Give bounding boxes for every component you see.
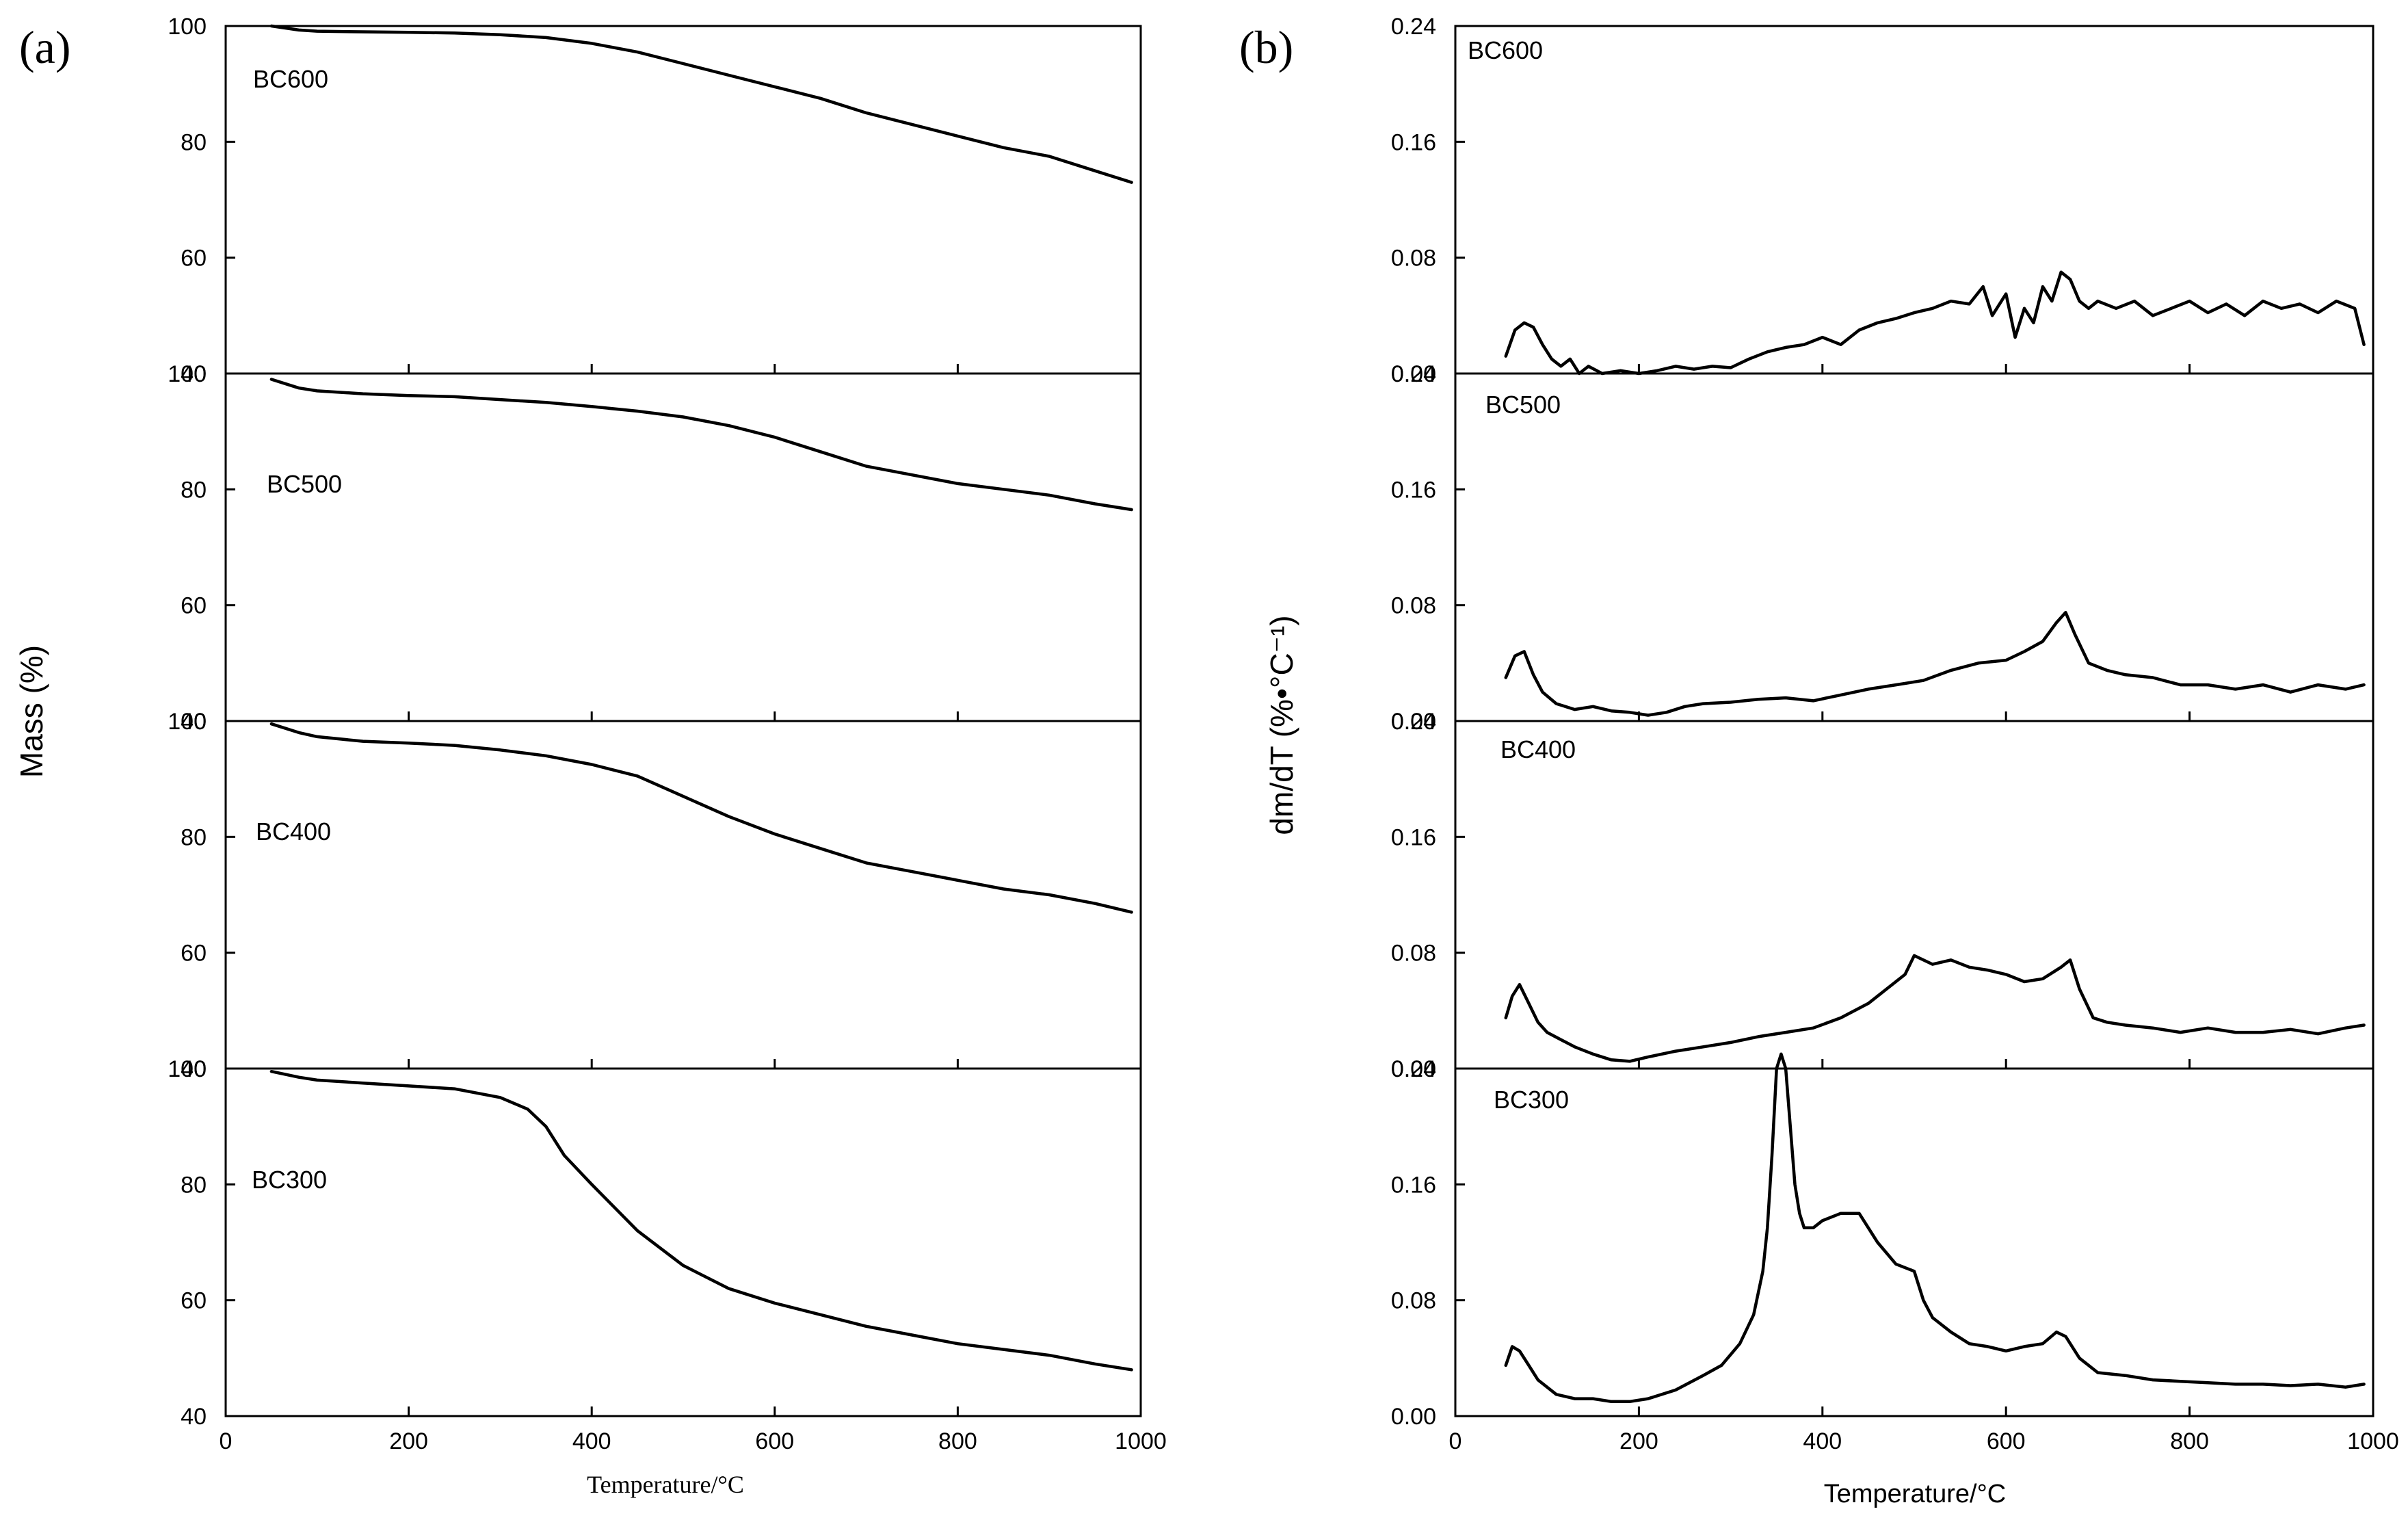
panel-b-label: (b) [1239,21,1293,73]
panel-b-xtick-label: 1000 [2347,1428,2399,1454]
panel-a-ytick-label: 100 [168,1056,207,1082]
panel-a-series-bc400 [269,722,1133,914]
panel-b-xtick-label: 400 [1803,1428,1842,1454]
panel-b-xtick-label: 200 [1619,1428,1658,1454]
panel-a-ytick-label: 60 [181,1288,207,1314]
panel-b-ytick-label: 0.24 [1391,1056,1436,1082]
panel-a-ytick-label: 60 [181,593,207,619]
panel-b-frame-bc500 [1454,372,2374,722]
panel-a-series-bc300 [269,1069,1133,1372]
panel-b-ytick-label: 0.16 [1391,129,1436,155]
panel-a-ytick-label: 100 [168,14,207,40]
panel-b-xtick-label: 800 [2170,1428,2209,1454]
panel-b-xtick-label: 0 [1449,1428,1462,1454]
panel-b-ytick-label: 0.08 [1391,593,1436,619]
panel-b-xtick-label: 600 [1987,1428,2026,1454]
panel-a-label: (a) [19,21,70,73]
panel-b-series-bc400 [1504,954,2366,1063]
panel-b-frame-bc400 [1454,720,2374,1070]
panel-b-sample-label-bc300: BC300 [1494,1086,1569,1114]
panel-a-frame-bc600 [224,25,1142,375]
panel-a-ytick-label: 100 [168,361,207,387]
panel-a-ytick-label: 80 [181,824,207,850]
panel-b-series-bc300 [1504,1052,2366,1404]
panel-a-ytick-label: 80 [181,477,207,503]
panel-a-ytick-label: 80 [181,1172,207,1198]
panel-b-ytick-label: 0.08 [1391,941,1436,967]
panel-b-subplot-bc600: 0.00 0.08 0.16 0.24 BC600 [1391,14,2374,387]
panel-b-ytick-label: 0.16 [1391,477,1436,503]
panel-a-xlabel: Temperature/°C [587,1471,744,1498]
panel-b-plot: 0.000.080.160.24BC6000.080.160.240.00BC5… [1391,14,2399,1454]
panel-b-ytick-label: 0.24 [1391,14,1436,40]
panel-b-frame-bc600 [1454,25,2374,375]
panel-b-ytick-label: 0.00 [1391,361,1436,387]
panel-b-sample-label-bc500: BC500 [1485,391,1561,419]
panel-b-ytick-label: 0.08 [1391,1288,1436,1314]
panel-a-ytick-label: 60 [181,246,207,272]
panel-a-xtick-label: 600 [755,1428,794,1454]
panel-a-sample-label-bc400: BC400 [256,817,331,846]
panel-b-ytick-label: 0.00 [1391,1404,1436,1430]
panel-a-ytick-label: 40 [181,361,207,387]
panel-b-sample-label-bc600: BC600 [1468,36,1543,64]
panel-a-frame-bc500 [224,372,1142,722]
panel-a-xtick-label: 200 [389,1428,428,1454]
panel-b-ytick-label: 0.08 [1391,246,1436,272]
panel-a-series-bc500 [269,378,1133,512]
panel-a-ytick-label: 40 [181,1056,207,1082]
panel-a-ytick-label: 40 [181,1404,207,1430]
panel-a-ytick-label: 80 [181,129,207,155]
panel-a-sample-label-bc500: BC500 [267,470,342,498]
panel-b-series-bc500 [1504,611,2366,717]
panel-b-series-bc600 [1504,270,2366,376]
panel-a-ylabel: Mass (%) [14,645,49,778]
panel-a-ytick-label: 40 [181,709,207,735]
panel-a-subplot-bc600: 40 60 80 100 BC600 [168,14,1142,387]
panel-b-ytick-label: 0.16 [1391,824,1436,850]
panel-b-ytick-label: 0.16 [1391,1172,1436,1198]
panel-a-series-bc600 [269,24,1133,184]
panel-a-frame-bc300 [224,1067,1142,1417]
panel-a-plot: 406080100BC600608010040BC500608010040BC4… [168,14,1167,1454]
panel-a-sample-label-bc300: BC300 [252,1166,327,1194]
panel-b-sample-label-bc400: BC400 [1500,735,1576,763]
panel-b-ytick-label: 0.00 [1391,709,1436,735]
panel-b-frame-bc300 [1454,1067,2374,1417]
panel-a-xtick-label: 1000 [1115,1428,1167,1454]
panel-a-ytick-label: 100 [168,709,207,735]
panel-b-ytick-label: 0.24 [1391,361,1436,387]
panel-b-ylabel: dm/dT (%•°C⁻¹) [1264,615,1299,835]
panel-a-sample-label-bc600: BC600 [253,65,328,93]
panel-a-xtick-label: 400 [572,1428,611,1454]
panel-a-frame-bc400 [224,720,1142,1070]
panel-a-xtick-label: 0 [220,1428,233,1454]
panel-b-ytick-label: 0.24 [1391,709,1436,735]
panel-a-ytick-label: 60 [181,941,207,967]
panel-b-xlabel: Temperature/°C [1824,1480,2007,1508]
panel-a-xtick-label: 800 [938,1428,977,1454]
panel-b-ytick-label: 0.00 [1391,1056,1436,1082]
